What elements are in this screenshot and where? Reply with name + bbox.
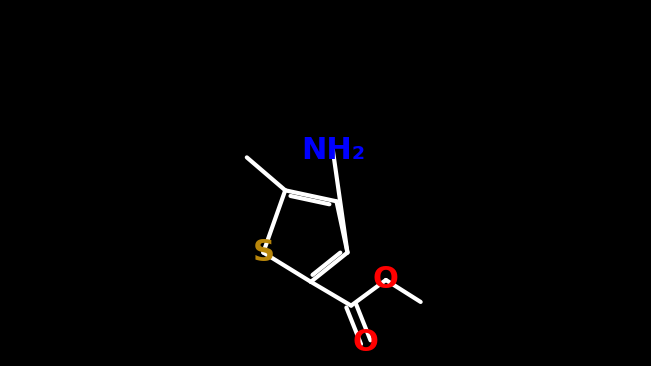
Text: O: O	[373, 265, 399, 295]
Text: S: S	[253, 238, 274, 267]
Text: O: O	[353, 328, 379, 357]
Text: NH₂: NH₂	[301, 135, 365, 165]
